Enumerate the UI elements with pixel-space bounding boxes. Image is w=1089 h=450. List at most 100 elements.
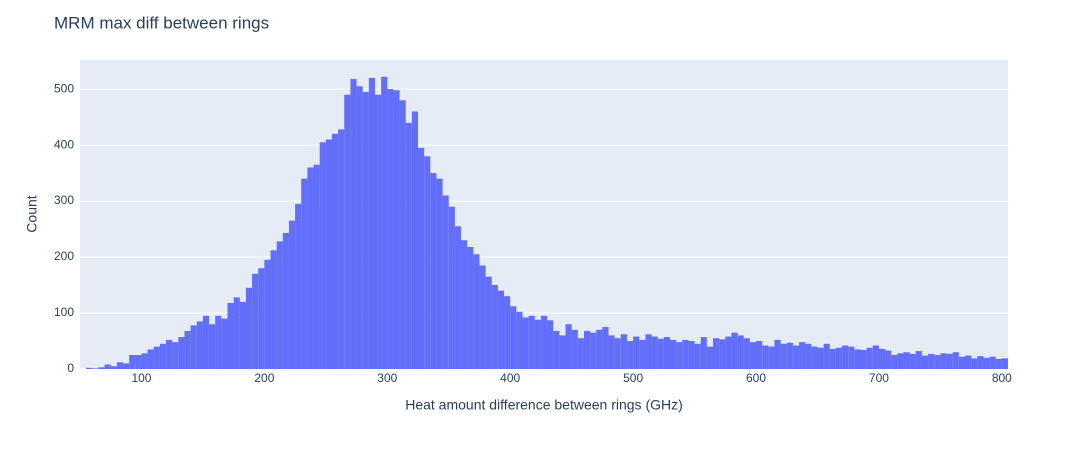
bar <box>461 240 468 369</box>
bar <box>559 335 566 369</box>
bar <box>307 167 314 369</box>
bar <box>258 268 265 369</box>
bar <box>725 336 732 369</box>
bar <box>706 346 714 369</box>
x-tick-label: 200 <box>254 371 274 385</box>
bar <box>159 343 167 369</box>
bar <box>129 355 136 369</box>
y-tick-label: 200 <box>54 249 74 263</box>
bar <box>491 285 498 369</box>
bar <box>577 338 584 369</box>
bar <box>381 76 388 369</box>
bar <box>608 335 615 369</box>
bar <box>743 338 750 369</box>
bar <box>221 318 228 369</box>
bar <box>553 330 560 369</box>
bar <box>485 276 492 369</box>
x-tick-label: 400 <box>500 371 520 385</box>
bar <box>995 358 1002 369</box>
y-tick-label: 0 <box>67 361 74 375</box>
bar <box>104 364 111 369</box>
bar <box>123 363 130 369</box>
bar <box>786 342 793 369</box>
bar <box>669 339 677 369</box>
bar <box>676 342 683 369</box>
bar <box>903 352 910 369</box>
bar <box>504 296 511 369</box>
bar <box>829 348 836 369</box>
x-tick-label: 300 <box>377 371 397 385</box>
bar <box>454 226 462 369</box>
bar <box>436 178 443 369</box>
bar <box>805 343 812 369</box>
bar <box>430 173 437 369</box>
bar <box>946 353 953 369</box>
bar <box>872 345 879 369</box>
bar <box>405 122 412 370</box>
bar <box>866 347 873 369</box>
bar <box>602 327 609 369</box>
bar <box>393 90 400 369</box>
bar <box>288 220 296 369</box>
bar <box>424 156 431 369</box>
bar <box>338 129 345 369</box>
y-tick-label: 300 <box>54 193 74 207</box>
bar <box>301 178 308 369</box>
bar <box>909 353 916 369</box>
bar <box>811 346 818 369</box>
bar <box>356 86 363 369</box>
bar <box>891 355 898 369</box>
bar <box>614 338 621 369</box>
bar <box>534 319 541 369</box>
bar <box>196 321 203 369</box>
bar <box>540 315 548 369</box>
bar <box>276 241 283 369</box>
bar <box>270 250 277 369</box>
bar <box>940 353 947 369</box>
bar <box>350 79 357 370</box>
bar <box>768 346 775 369</box>
bar <box>184 330 191 369</box>
bar <box>215 315 222 369</box>
bar <box>473 254 480 369</box>
x-tick-label: 600 <box>746 371 766 385</box>
bar <box>626 341 634 369</box>
bar <box>516 311 523 369</box>
bar <box>528 315 535 369</box>
bar <box>713 338 720 369</box>
bar <box>172 342 179 369</box>
bar <box>663 337 670 369</box>
bar <box>374 94 382 370</box>
bar <box>479 265 486 369</box>
bar <box>295 203 302 369</box>
bar <box>719 339 726 369</box>
bar <box>792 345 800 369</box>
bar <box>411 111 419 369</box>
bar <box>639 339 646 369</box>
bar <box>620 334 627 369</box>
bar <box>583 330 591 369</box>
bar <box>418 147 425 369</box>
x-tick-label: 100 <box>131 371 151 385</box>
bar <box>387 89 394 369</box>
bar <box>344 94 351 370</box>
bar <box>878 348 886 369</box>
bar <box>116 362 124 369</box>
bar <box>98 367 105 369</box>
y-tick-label: 100 <box>54 305 74 319</box>
bar <box>153 346 160 369</box>
bar <box>571 329 578 369</box>
bar <box>362 91 369 370</box>
bar <box>854 349 861 369</box>
bar <box>442 195 449 369</box>
y-tick-label: 500 <box>54 81 74 95</box>
bar <box>749 342 757 369</box>
bar <box>885 350 892 369</box>
bar <box>233 297 240 369</box>
bar <box>731 332 738 369</box>
bar <box>977 356 984 369</box>
bar <box>915 351 922 369</box>
bar <box>780 343 787 369</box>
bar <box>934 355 941 369</box>
bar <box>547 320 554 369</box>
